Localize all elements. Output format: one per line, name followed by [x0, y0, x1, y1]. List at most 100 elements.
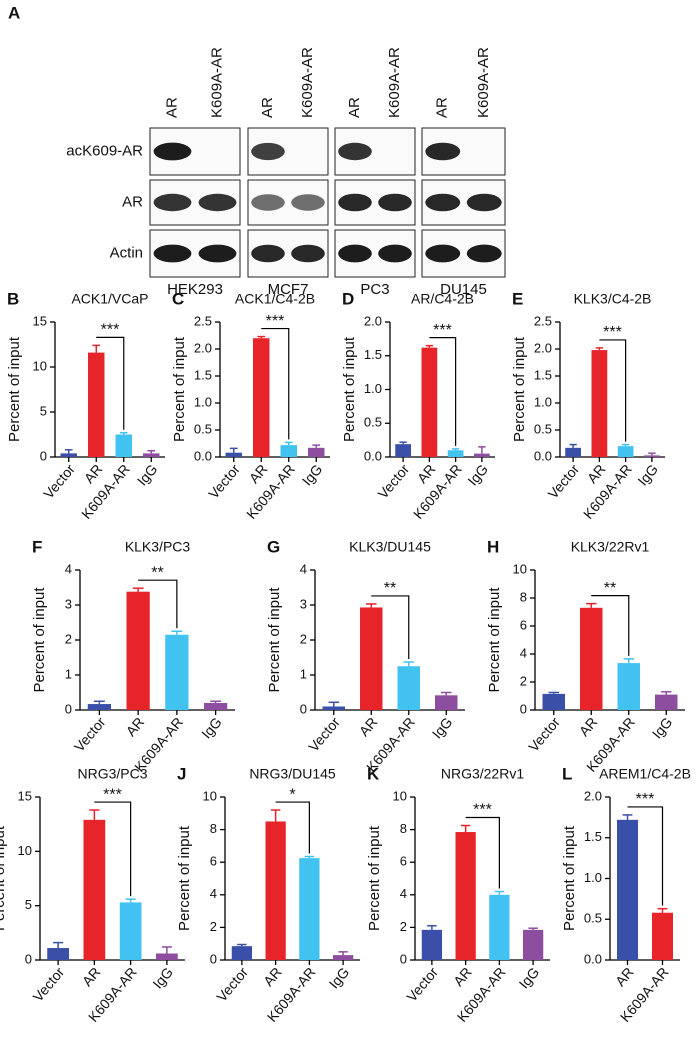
lane-label: K609A-AR: [208, 47, 225, 118]
x-tick-label: AR: [260, 964, 285, 989]
blot-band: [338, 244, 372, 263]
panel-letter: H: [487, 537, 499, 556]
y-tick-label: 10: [513, 561, 527, 576]
bar: [652, 912, 673, 960]
y-tick-label: 6: [520, 617, 527, 632]
y-tick-label: 1: [65, 666, 72, 681]
blot-band: [425, 142, 461, 161]
bar: [489, 894, 510, 960]
y-tick-label: 1.0: [194, 394, 212, 409]
panel-letter: B: [7, 289, 19, 308]
x-tick-label: AR: [450, 964, 475, 989]
x-tick-label: Vector: [525, 714, 563, 755]
row-label: AR: [122, 193, 143, 210]
y-axis-label: Percent of input: [0, 825, 8, 931]
blot-band: [251, 244, 285, 263]
bar: [204, 703, 228, 710]
bar: [47, 948, 69, 960]
bar: [83, 819, 106, 960]
y-tick-label: 2.5: [194, 313, 212, 328]
significance-label: *: [289, 786, 295, 803]
bar-chart: E KLK3/C4-2B Percent of input 0.0 0.5 1.0 1.5 2…: [511, 289, 665, 522]
chart-title: NRG3/DU145: [249, 766, 336, 782]
y-tick-label: 5: [40, 403, 47, 418]
bar-chart: H KLK3/22Rv1 Percent of input 0 2 4 6 8 10 Vector…: [486, 537, 685, 775]
y-tick-label: 0: [210, 951, 217, 966]
x-tick-label: IgG: [149, 964, 176, 992]
y-tick-label: 0: [520, 701, 527, 716]
y-tick-label: 0.0: [364, 448, 382, 463]
y-tick-label: 1.5: [584, 829, 602, 844]
y-tick-label: 6: [210, 854, 217, 869]
significance-label: **: [151, 564, 163, 581]
x-tick-label: Vector: [305, 714, 343, 755]
y-axis-label: Percent of input: [266, 587, 283, 693]
bar: [225, 452, 242, 457]
y-tick-label: 0.5: [534, 421, 552, 436]
blot-band: [153, 193, 192, 212]
y-tick-label: 1.5: [194, 367, 212, 382]
significance-label: ***: [636, 791, 655, 808]
lane-label: K609A-AR: [386, 47, 403, 118]
y-tick-label: 4: [520, 645, 527, 660]
bar: [617, 663, 640, 710]
y-tick-label: 2: [400, 919, 407, 934]
panel-letter: L: [562, 764, 572, 783]
y-tick-label: 2.0: [584, 788, 602, 803]
x-tick-label: Vector: [71, 714, 109, 755]
y-tick-label: 15: [33, 313, 47, 328]
blot-band: [153, 244, 192, 263]
y-tick-label: 4: [210, 886, 217, 901]
significance-label: ***: [473, 802, 492, 819]
bar: [265, 821, 286, 960]
bar: [397, 666, 420, 710]
panel-letter: J: [177, 764, 186, 783]
significance-bracket: [599, 339, 627, 442]
bar: [299, 858, 320, 960]
blot-band: [291, 244, 325, 263]
blot-band: [378, 244, 412, 263]
chart-title: NRG3/PC3: [77, 766, 147, 782]
bar: [435, 695, 458, 710]
x-tick-label: IgG: [429, 714, 456, 742]
bar: [156, 953, 178, 960]
x-tick-label: AR: [612, 964, 637, 989]
y-axis-label: Percent of input: [366, 825, 383, 931]
y-tick-label: 15: [18, 788, 32, 803]
y-tick-label: 6: [400, 854, 407, 869]
lane-label: AR: [259, 97, 276, 118]
y-axis-label: Percent of input: [341, 336, 358, 442]
significance-label: **: [604, 580, 616, 597]
cell-line-label: PC3: [360, 281, 389, 298]
panel-letter: D: [342, 289, 354, 308]
y-axis-label: Percent of input: [171, 336, 188, 442]
bar: [447, 450, 464, 457]
cell-line-label: DU145: [440, 281, 487, 298]
lane-label: AR: [163, 97, 180, 118]
y-tick-label: 1.0: [364, 381, 382, 396]
x-tick-label: Vector: [403, 964, 441, 1005]
y-tick-label: 2: [520, 673, 527, 688]
bar-chart: G KLK3/DU145 Percent of input 0 1 2 3 4 Vector AR…: [266, 537, 465, 775]
significance-bracket: [465, 816, 500, 889]
significance-label: ***: [433, 322, 452, 339]
y-tick-label: 0.5: [584, 911, 602, 926]
bar: [395, 444, 411, 457]
chart-title: KLK3/C4-2B: [574, 291, 652, 307]
x-tick-label: IgG: [299, 461, 326, 489]
y-tick-label: 0.0: [534, 448, 552, 463]
y-tick-label: 0.0: [194, 448, 212, 463]
x-tick-label: Vector: [213, 964, 251, 1005]
y-tick-label: 8: [210, 821, 217, 836]
bar: [87, 704, 111, 710]
blot-band: [338, 142, 372, 161]
significance-label: **: [384, 580, 396, 597]
bar: [474, 453, 490, 457]
y-tick-label: 1: [300, 666, 307, 681]
lane-label: AR: [434, 97, 451, 118]
bar: [231, 946, 252, 960]
x-tick-label: AR: [79, 964, 104, 989]
significance-bracket: [591, 595, 630, 656]
